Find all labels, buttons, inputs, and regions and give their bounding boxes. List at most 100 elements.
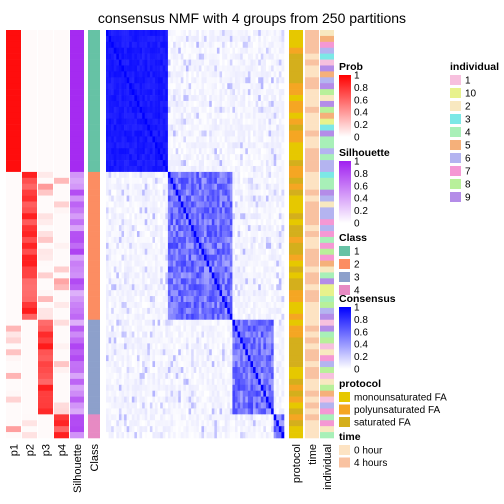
prob-cell: [6, 77, 21, 84]
consensus-cell: [222, 77, 225, 84]
consensus-cell: [134, 71, 138, 78]
consensus-cell: [178, 396, 182, 403]
consensus-cell: [234, 372, 238, 380]
class-cell: [88, 201, 100, 208]
consensus-cell: [178, 302, 182, 309]
consensus-cell: [193, 390, 197, 397]
consensus-cell: [258, 343, 262, 350]
consensus-cell: [134, 136, 138, 143]
consensus-cell: [211, 396, 215, 403]
consensus-cell: [255, 100, 259, 108]
consensus-cell: [268, 142, 272, 149]
consensus-cell: [268, 372, 272, 380]
consensus-cell: [214, 361, 218, 368]
consensus-cell: [160, 166, 164, 173]
consensus-cell: [162, 266, 166, 273]
consensus-cell: [242, 290, 246, 297]
consensus-cell: [144, 183, 148, 190]
consensus-cell: [155, 242, 158, 250]
consensus-cell: [139, 59, 143, 66]
consensus-cell: [224, 236, 228, 244]
consensus-cell: [276, 195, 280, 202]
consensus-cell: [206, 171, 210, 179]
consensus-cell: [258, 148, 262, 155]
consensus-cell: [152, 355, 156, 362]
consensus-cell: [178, 77, 182, 84]
consensus-cell: [165, 118, 169, 125]
consensus-cell: [253, 30, 256, 37]
consensus-cell: [160, 266, 164, 273]
consensus-cell: [178, 106, 182, 114]
prob-cell: [6, 41, 21, 49]
consensus-cell: [247, 349, 251, 356]
silhouette-cell: [70, 266, 84, 273]
prob-cell: [22, 236, 37, 244]
consensus-cell: [268, 260, 272, 267]
consensus-cell: [170, 160, 174, 167]
consensus-cell: [278, 136, 282, 143]
class-cell: [88, 189, 100, 196]
consensus-cell: [170, 349, 174, 356]
consensus-cell: [167, 83, 171, 90]
time-cell: [305, 83, 319, 90]
consensus-cell: [124, 325, 127, 332]
consensus-cell: [108, 372, 112, 380]
consensus-cell: [173, 361, 176, 368]
consensus-cell: [147, 325, 151, 332]
consensus-cell: [113, 59, 117, 66]
consensus-cell: [198, 41, 202, 49]
consensus-cell: [149, 349, 153, 356]
consensus-cell: [183, 242, 187, 250]
consensus-cell: [108, 118, 112, 125]
consensus-cell: [180, 65, 184, 72]
consensus-cell: [126, 30, 130, 37]
prob-cell: [54, 254, 69, 261]
consensus-cell: [193, 284, 197, 291]
consensus-cell: [232, 95, 236, 102]
consensus-cell: [183, 236, 187, 244]
consensus-cell: [278, 266, 282, 273]
consensus-cell: [234, 106, 238, 114]
consensus-cell: [206, 213, 210, 220]
consensus-cell: [185, 171, 189, 179]
consensus-cell: [224, 59, 228, 66]
consensus-cell: [131, 71, 135, 78]
consensus-cell: [227, 213, 231, 220]
consensus-cell: [167, 47, 171, 54]
prob-cell: [22, 390, 37, 397]
consensus-cell: [118, 248, 122, 255]
consensus-cell: [232, 254, 236, 261]
consensus-cell: [191, 95, 195, 102]
consensus-cell: [188, 384, 192, 391]
consensus-cell: [232, 378, 236, 386]
consensus-cell: [227, 313, 231, 321]
consensus-cell: [204, 53, 207, 60]
silhouette-cell: [70, 384, 84, 391]
consensus-cell: [183, 53, 187, 60]
consensus-cell: [175, 112, 179, 119]
consensus-cell: [234, 213, 238, 220]
consensus-cell: [178, 260, 182, 267]
consensus-cell: [136, 118, 140, 125]
prob-cell: [6, 284, 21, 291]
consensus-cell: [196, 349, 200, 356]
consensus-cell: [242, 59, 246, 66]
individual-cell: [320, 219, 334, 226]
consensus-cell: [240, 361, 244, 368]
consensus-cell: [126, 254, 130, 261]
prob-cell: [54, 307, 69, 315]
prob-cell: [38, 142, 53, 149]
silhouette-cell: [70, 213, 84, 220]
consensus-cell: [180, 53, 184, 60]
consensus-cell: [253, 35, 256, 43]
consensus-cell: [185, 83, 189, 90]
consensus-cell: [193, 35, 197, 43]
consensus-cell: [196, 242, 200, 250]
individual-cell: [320, 154, 334, 161]
consensus-cell: [124, 166, 127, 173]
consensus-cell: [227, 260, 231, 267]
consensus-cell: [204, 71, 207, 78]
consensus-cell: [108, 355, 112, 362]
consensus-cell: [183, 260, 187, 267]
consensus-cell: [136, 154, 140, 161]
